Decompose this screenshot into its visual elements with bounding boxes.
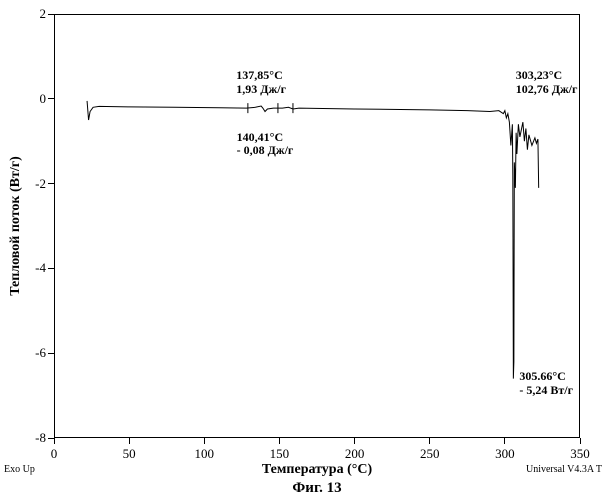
x-tick-label: 300 (495, 446, 515, 462)
x-tick (204, 438, 205, 444)
y-tick (48, 98, 54, 99)
chart-svg (0, 0, 602, 500)
x-tick-label: 150 (270, 446, 290, 462)
y-tick-label: -6 (26, 345, 46, 361)
y-tick-label: 0 (26, 91, 46, 107)
x-tick (504, 438, 505, 444)
x-axis-title: Температура (°C) (262, 462, 372, 478)
x-tick (279, 438, 280, 444)
y-tick (48, 14, 54, 15)
dsc-trace (87, 101, 539, 379)
x-tick-label: 350 (570, 446, 590, 462)
x-tick-label: 0 (51, 446, 58, 462)
y-tick-label: 2 (26, 6, 46, 22)
annotation-peak1-top: 137,85°C1,93 Дж/г (236, 69, 286, 97)
y-tick-label: -4 (26, 260, 46, 276)
software-label: Universal V4.3A T (526, 464, 602, 475)
x-tick-label: 100 (195, 446, 215, 462)
y-tick (48, 183, 54, 184)
x-tick-label: 200 (345, 446, 365, 462)
x-tick-label: 50 (123, 446, 136, 462)
exo-up-label: Exo Up (4, 464, 35, 475)
x-tick-label: 250 (420, 446, 440, 462)
y-axis-title: Тепловой поток (Вт/г) (8, 156, 24, 296)
annotation-peak1-bottom: 140,41°C- 0,08 Дж/г (237, 131, 294, 159)
figure-caption: Фиг. 13 (292, 480, 341, 497)
annotation-peak2-top: 303,23°C102,76 Дж/г (516, 69, 578, 97)
y-tick-label: -2 (26, 176, 46, 192)
y-tick (48, 438, 54, 439)
x-tick (429, 438, 430, 444)
x-tick (580, 438, 581, 444)
y-tick (48, 353, 54, 354)
annotation-peak2-bottom: 305.66°C- 5,24 Вт/г (519, 370, 573, 398)
y-tick (48, 268, 54, 269)
x-tick (354, 438, 355, 444)
x-tick (54, 438, 55, 444)
x-tick (129, 438, 130, 444)
y-tick-label: -8 (26, 430, 46, 446)
